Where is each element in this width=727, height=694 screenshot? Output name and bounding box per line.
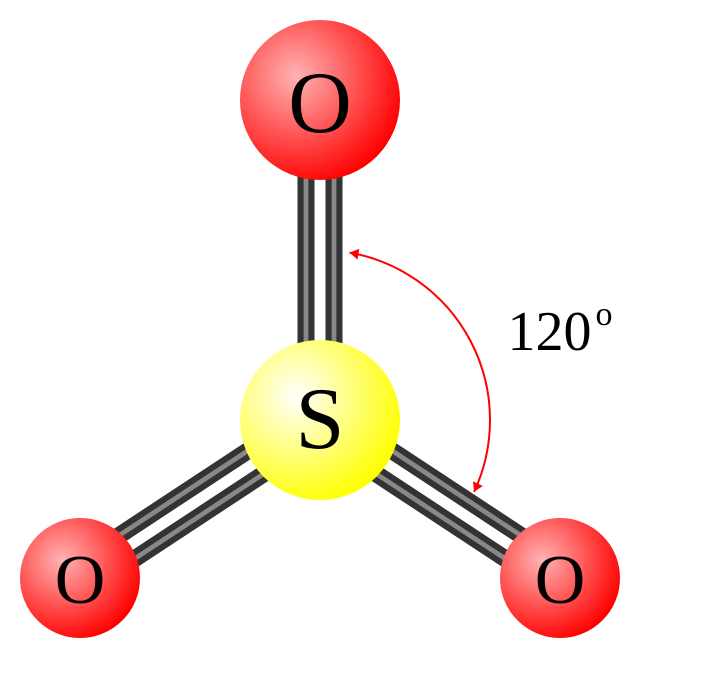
atom-label-O_right: O [535, 542, 586, 619]
labels-layer: 120o [508, 296, 613, 363]
bond-angle-label: 120o [508, 296, 613, 363]
angle-arrowhead [350, 249, 360, 260]
atom-label-O_top: O [288, 55, 352, 152]
molecule-svg: O O O S 120o [0, 0, 727, 694]
molecule-diagram: O O O S 120o [0, 0, 727, 694]
atom-label-O_left: O [55, 542, 106, 619]
atom-label-center: S [296, 371, 345, 468]
